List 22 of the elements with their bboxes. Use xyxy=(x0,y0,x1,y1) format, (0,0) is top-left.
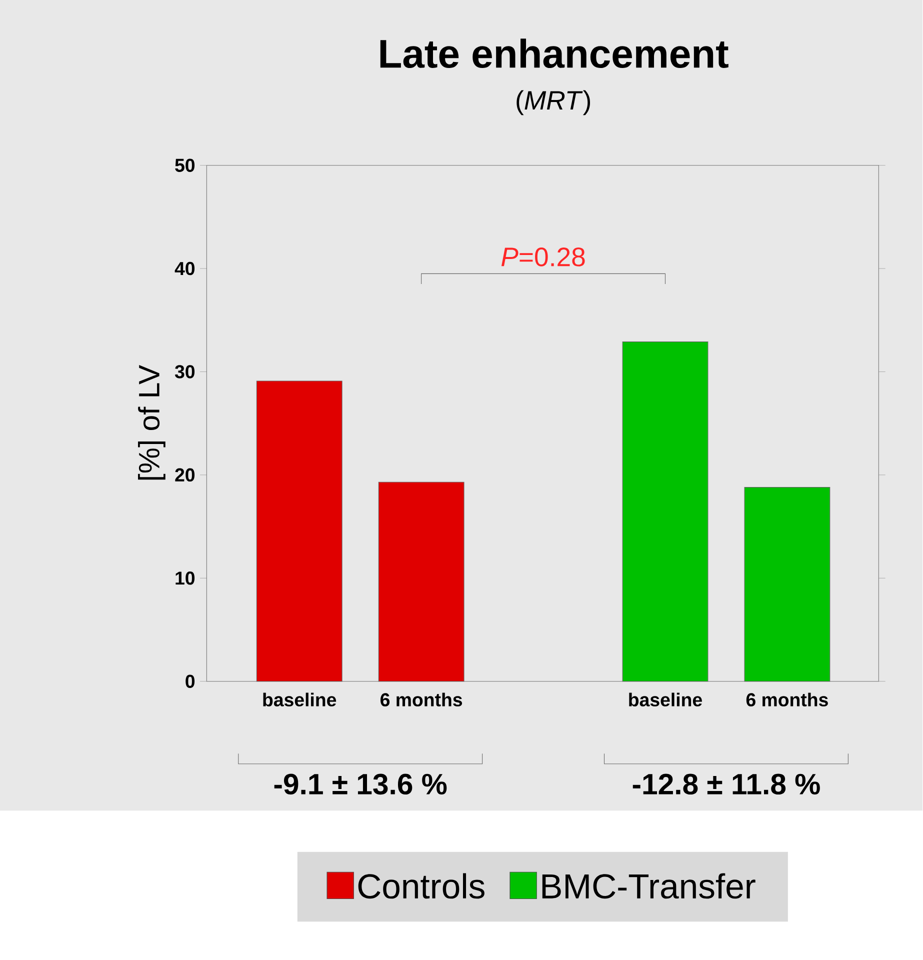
bar xyxy=(744,487,830,682)
annotation: P=0.28 xyxy=(502,248,585,266)
chart-title: Late enhancement xyxy=(380,38,729,68)
legend-label: BMC-Transfer xyxy=(542,873,756,899)
x-tick-label: 6 months xyxy=(380,692,462,706)
y-tick-label: 10 xyxy=(176,572,195,585)
chart-subtitle: (MRT) xyxy=(516,90,590,116)
y-tick-label: 30 xyxy=(175,365,195,378)
x-tick-label: baseline xyxy=(263,692,336,706)
bar xyxy=(256,380,342,682)
y-axis-title: [%] of LV xyxy=(138,365,166,480)
legend-label: Controls xyxy=(358,873,485,899)
x-tick-label: 6 months xyxy=(746,692,828,706)
y-tick-label: 40 xyxy=(174,262,195,276)
text: -12.8 ± 11.8 % xyxy=(633,774,820,795)
y-tick-label: 50 xyxy=(175,158,195,172)
bar xyxy=(378,482,464,682)
y-tick-label: 0 xyxy=(186,674,195,688)
text: -9.1 ± 13.6 % xyxy=(274,774,447,795)
x-tick-label: baseline xyxy=(629,692,702,706)
bar xyxy=(622,342,708,682)
y-tick-label: 20 xyxy=(175,468,195,482)
